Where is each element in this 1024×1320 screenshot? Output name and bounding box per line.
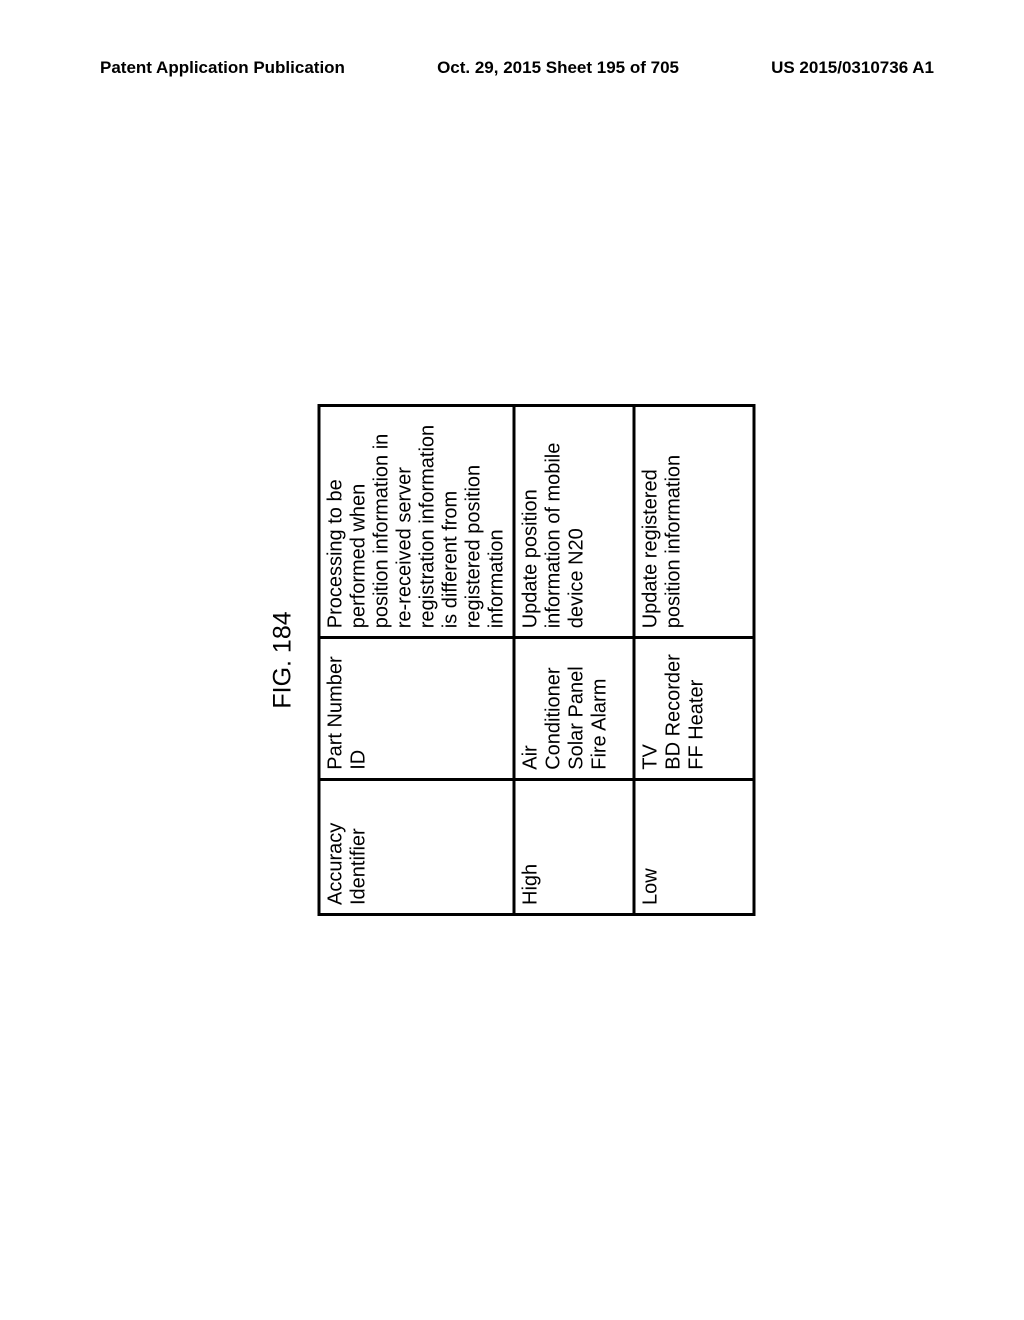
- data-table: Accuracy Identifier Part Number ID Proce…: [318, 404, 756, 916]
- table-row: Low TV BD Recorder FF Heater Update regi…: [634, 406, 754, 915]
- table-header-row: Accuracy Identifier Part Number ID Proce…: [319, 406, 514, 915]
- header-center: Oct. 29, 2015 Sheet 195 of 705: [437, 58, 679, 78]
- part-item: BD Recorder: [663, 647, 686, 770]
- cell-parts-high: Air Conditioner Solar Panel Fire Alarm: [514, 638, 634, 780]
- table-row: High Air Conditioner Solar Panel Fire Al…: [514, 406, 634, 915]
- cell-processing-high: Update position information of mobile de…: [514, 406, 634, 638]
- header-right: US 2015/0310736 A1: [771, 58, 934, 78]
- part-item: Fire Alarm: [589, 647, 612, 770]
- part-item: Solar Panel: [566, 647, 589, 770]
- figure-container: FIG. 184 Accuracy Identifier Part Number…: [269, 404, 756, 916]
- cell-accuracy-high: High: [514, 779, 634, 914]
- cell-parts-low: TV BD Recorder FF Heater: [634, 638, 754, 780]
- part-item: Air Conditioner: [520, 647, 566, 770]
- part-item: FF Heater: [686, 647, 709, 770]
- page-header: Patent Application Publication Oct. 29, …: [0, 58, 1024, 78]
- cell-processing-low: Update registered position information: [634, 406, 754, 638]
- cell-accuracy-low: Low: [634, 779, 754, 914]
- header-left: Patent Application Publication: [100, 58, 345, 78]
- col-header-processing: Processing to be performed when position…: [319, 406, 514, 638]
- col-header-part: Part Number ID: [319, 638, 514, 780]
- figure-label: FIG. 184: [269, 404, 298, 916]
- col-header-accuracy: Accuracy Identifier: [319, 779, 514, 914]
- part-item: TV: [640, 647, 663, 770]
